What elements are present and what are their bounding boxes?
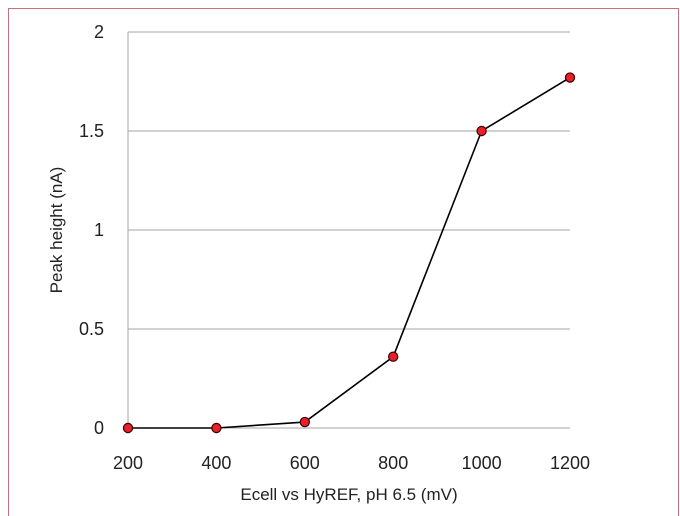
data-point [211,422,222,434]
data-point [564,72,576,83]
y-tick-label: 2 [94,22,104,42]
series-group [122,72,576,434]
y-axis-title: Peak height (nA) [47,167,66,294]
series-line-0 [128,76,571,429]
x-tick-label: 800 [378,453,408,473]
x-axis-title: Ecell vs HyREF, pH 6.5 (mV) [240,485,457,504]
data-point [388,351,399,362]
x-tick-label: 400 [201,453,231,473]
x-tick-label: 1200 [550,453,590,473]
chart-frame [8,8,679,516]
x-tick-label: 600 [290,453,320,473]
y-tick-labels: 0 0.5 1 1.5 2 [79,22,104,438]
y-tick-label: 1 [94,220,104,240]
data-point [122,422,134,434]
data-point [299,416,310,428]
y-tick-label: 0 [94,418,104,438]
gridlines [128,31,570,330]
x-tick-labels: 200 400 600 800 1000 1200 [113,453,590,473]
x-tick-label: 200 [113,453,143,473]
data-point [476,125,487,137]
y-tick-label: 0.5 [79,319,104,339]
x-tick-label: 1000 [462,453,502,473]
y-tick-label: 1.5 [79,121,104,141]
